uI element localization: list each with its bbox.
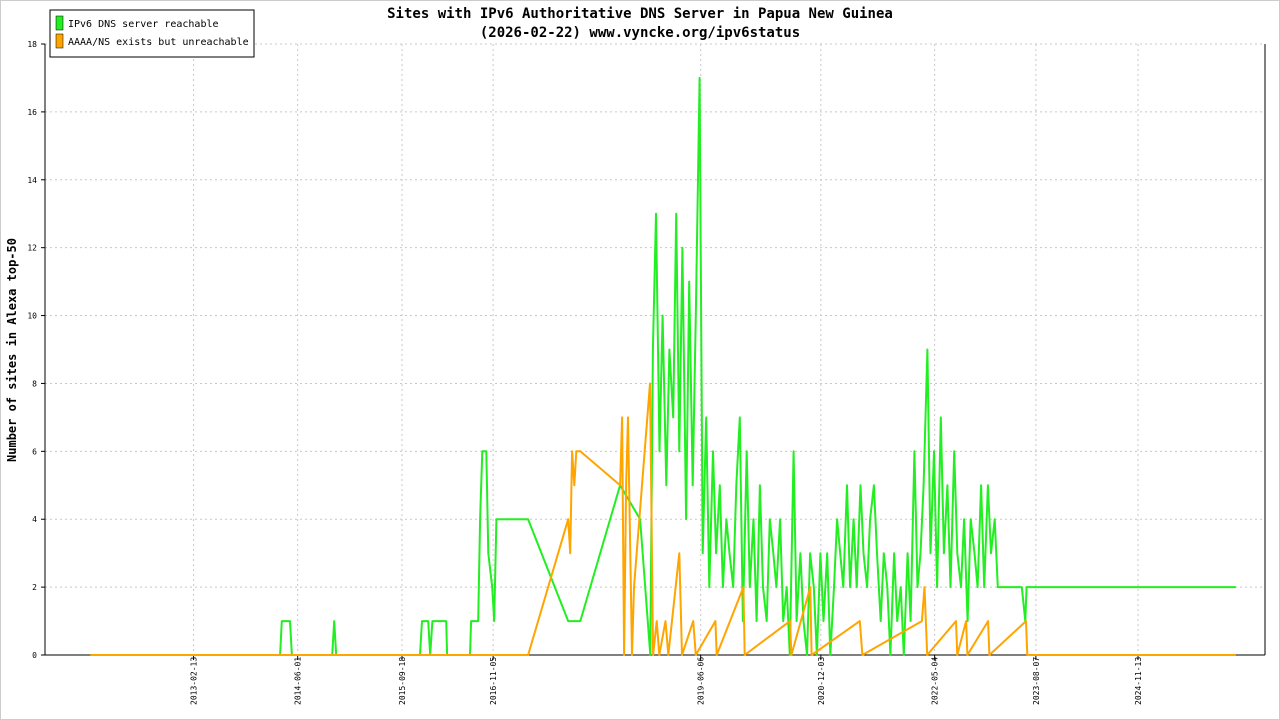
y-axis-label: Number of sites in Alexa top-50 <box>5 238 19 462</box>
x-tick-label: 2013-02-13 <box>190 657 199 705</box>
y-tick-label: 4 <box>32 515 37 524</box>
x-tick-label: 2024-11-13 <box>1134 657 1143 705</box>
y-tick-label: 14 <box>27 176 37 185</box>
y-tick-label: 6 <box>32 447 37 456</box>
y-tick-label: 0 <box>32 651 37 660</box>
y-tick-label: 16 <box>27 108 37 117</box>
legend-label: IPv6 DNS server reachable <box>68 19 219 30</box>
legend: IPv6 DNS server reachable AAAA/NS exists … <box>49 9 255 58</box>
legend-box <box>49 9 255 58</box>
series-line <box>90 76 1236 656</box>
x-tick-label: 2023-08-07 <box>1032 657 1041 705</box>
y-tick-label: 2 <box>32 583 37 592</box>
y-tick-label: 12 <box>27 244 37 253</box>
x-tick-label: 2015-09-18 <box>398 657 407 705</box>
chart-title: Sites with IPv6 Authoritative DNS Server… <box>387 6 893 22</box>
legend-swatch <box>55 33 64 49</box>
x-tick-label: 2016-11-05 <box>489 657 498 705</box>
x-tick-label: 2020-12-03 <box>817 657 826 705</box>
x-tick-label: 2022-05-04 <box>931 657 940 705</box>
legend-label: AAAA/NS exists but unreachable <box>68 37 249 48</box>
y-tick-label: 18 <box>27 40 37 49</box>
chart-subtitle: (2026-02-22) www.vyncke.org/ipv6status <box>480 25 800 41</box>
x-tick-label: 2014-06-01 <box>294 657 303 705</box>
y-tick-label: 10 <box>27 312 37 321</box>
series-line <box>90 382 1236 656</box>
legend-swatch <box>55 15 64 31</box>
y-tick-label: 8 <box>32 379 37 388</box>
x-tick-label: 2019-06-06 <box>697 657 706 705</box>
